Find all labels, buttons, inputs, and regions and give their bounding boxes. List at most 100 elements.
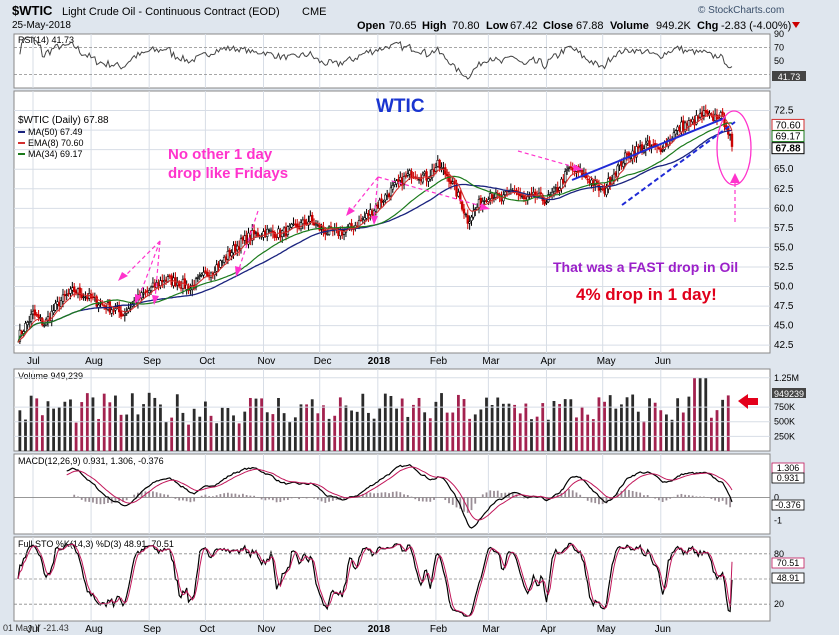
volume-bar <box>406 416 410 451</box>
candle-body <box>592 180 595 186</box>
macd-hist-bar <box>313 497 315 499</box>
volume-bar <box>389 395 393 451</box>
candle-body <box>369 209 372 215</box>
candle-body <box>58 302 61 307</box>
candle-body <box>425 171 428 181</box>
candle-body <box>423 171 426 174</box>
volume-bar <box>698 377 702 451</box>
candle-body <box>704 109 707 113</box>
macd-hist-bar <box>253 495 256 498</box>
volume-bar <box>355 411 359 451</box>
macd-hist-bar <box>519 496 522 498</box>
candle-body <box>215 264 218 272</box>
macd-hist-bar <box>219 494 222 498</box>
macd-hist-bar <box>129 497 132 498</box>
volume-bar <box>451 412 455 451</box>
candle-body <box>326 232 329 235</box>
volume-bar <box>715 410 719 451</box>
volume-bar <box>659 410 663 451</box>
volume-bar <box>681 412 685 451</box>
volume-bar <box>372 418 376 451</box>
arrow-head <box>135 294 142 304</box>
arrow-heads <box>118 164 740 305</box>
x-tick-label: Jul <box>27 624 40 635</box>
candle-body <box>54 303 57 311</box>
candle-body <box>464 213 468 216</box>
macd-hist-bar <box>624 489 627 498</box>
x-tick-label: Nov <box>257 356 275 367</box>
candle-body <box>569 166 573 169</box>
macd-hist-bar <box>388 493 390 498</box>
volume-axis: 1.25M 750K 500K 250K <box>14 373 799 441</box>
candle-body <box>554 187 558 189</box>
volume-bar <box>175 394 179 451</box>
volume-bar <box>277 397 280 451</box>
volume-bar <box>271 414 275 451</box>
macd-hist-bar <box>699 496 702 498</box>
candle-body <box>477 199 481 209</box>
macd-hist-bar <box>343 497 345 500</box>
low-value: 67.42 <box>510 20 538 32</box>
candle-body <box>387 193 391 198</box>
price-axis: 72.570.067.565.062.560.057.555.052.550.0… <box>14 106 794 351</box>
macd-hist-bar <box>215 495 218 498</box>
macd-hist-bar <box>369 492 372 498</box>
candle-body <box>202 272 205 276</box>
candle-body <box>316 224 320 226</box>
stochastic-tick-label: 20 <box>774 599 784 609</box>
macd-hist-bar <box>616 493 619 498</box>
candle-body <box>35 313 38 316</box>
price-tick-label: 60.0 <box>774 203 794 214</box>
candle-body <box>466 215 469 224</box>
candle-body <box>140 292 143 299</box>
candle-body <box>232 245 235 254</box>
macd-hist-bar <box>579 494 582 498</box>
candle-body <box>33 309 37 316</box>
macd-hist-bar <box>234 493 237 498</box>
macd-hist-bar <box>538 497 540 498</box>
rsi-tick-label: 70 <box>774 43 784 53</box>
volume-bar <box>367 412 370 451</box>
volume-bar <box>63 401 67 451</box>
candle-body <box>393 182 396 186</box>
candle-body <box>573 170 576 173</box>
candle-body <box>29 313 33 322</box>
macd-hist-bar <box>466 497 469 513</box>
macd-hist-bar <box>256 497 259 498</box>
macd-hist-bar <box>391 491 394 498</box>
macd-title: MACD(12,26,9) 0.931, 1.306, -0.376 <box>18 456 164 466</box>
candle-body <box>71 287 74 291</box>
header-watermark: © StockCharts.com <box>698 5 784 16</box>
x-tick-label: Mar <box>482 624 500 635</box>
candle-body <box>290 223 293 228</box>
macd-hist-bar <box>133 494 136 498</box>
candle-body <box>376 204 380 208</box>
candle-body <box>359 219 363 222</box>
volume-bar <box>687 396 691 451</box>
macd-hist-bar <box>260 497 263 500</box>
ma50-legend-swatch <box>18 131 25 133</box>
rsi-tick-label: 90 <box>774 29 784 39</box>
wtic-title: WTIC <box>376 96 425 117</box>
macd-hist-bar <box>230 493 233 498</box>
candle-body <box>37 314 40 318</box>
macd-hist-bar <box>691 495 694 498</box>
volume-bar <box>248 397 252 451</box>
price-candles <box>18 104 734 344</box>
candle-body <box>410 171 413 179</box>
friday-note-line1: No other 1 day <box>168 146 273 163</box>
candle-body <box>659 148 662 153</box>
volume-bar <box>254 398 258 451</box>
arrow-head <box>152 295 159 305</box>
candle-body <box>95 296 98 307</box>
x-tick-label: Sep <box>143 356 161 367</box>
x-tick-label: 2018 <box>368 624 391 635</box>
volume-bar <box>187 424 190 451</box>
candle-body <box>41 318 44 326</box>
ma34-legend: MA(34) 69.17 <box>28 149 83 159</box>
volume-label: Volume <box>610 20 649 32</box>
volume-bar <box>620 404 623 451</box>
candle-body <box>294 223 297 226</box>
